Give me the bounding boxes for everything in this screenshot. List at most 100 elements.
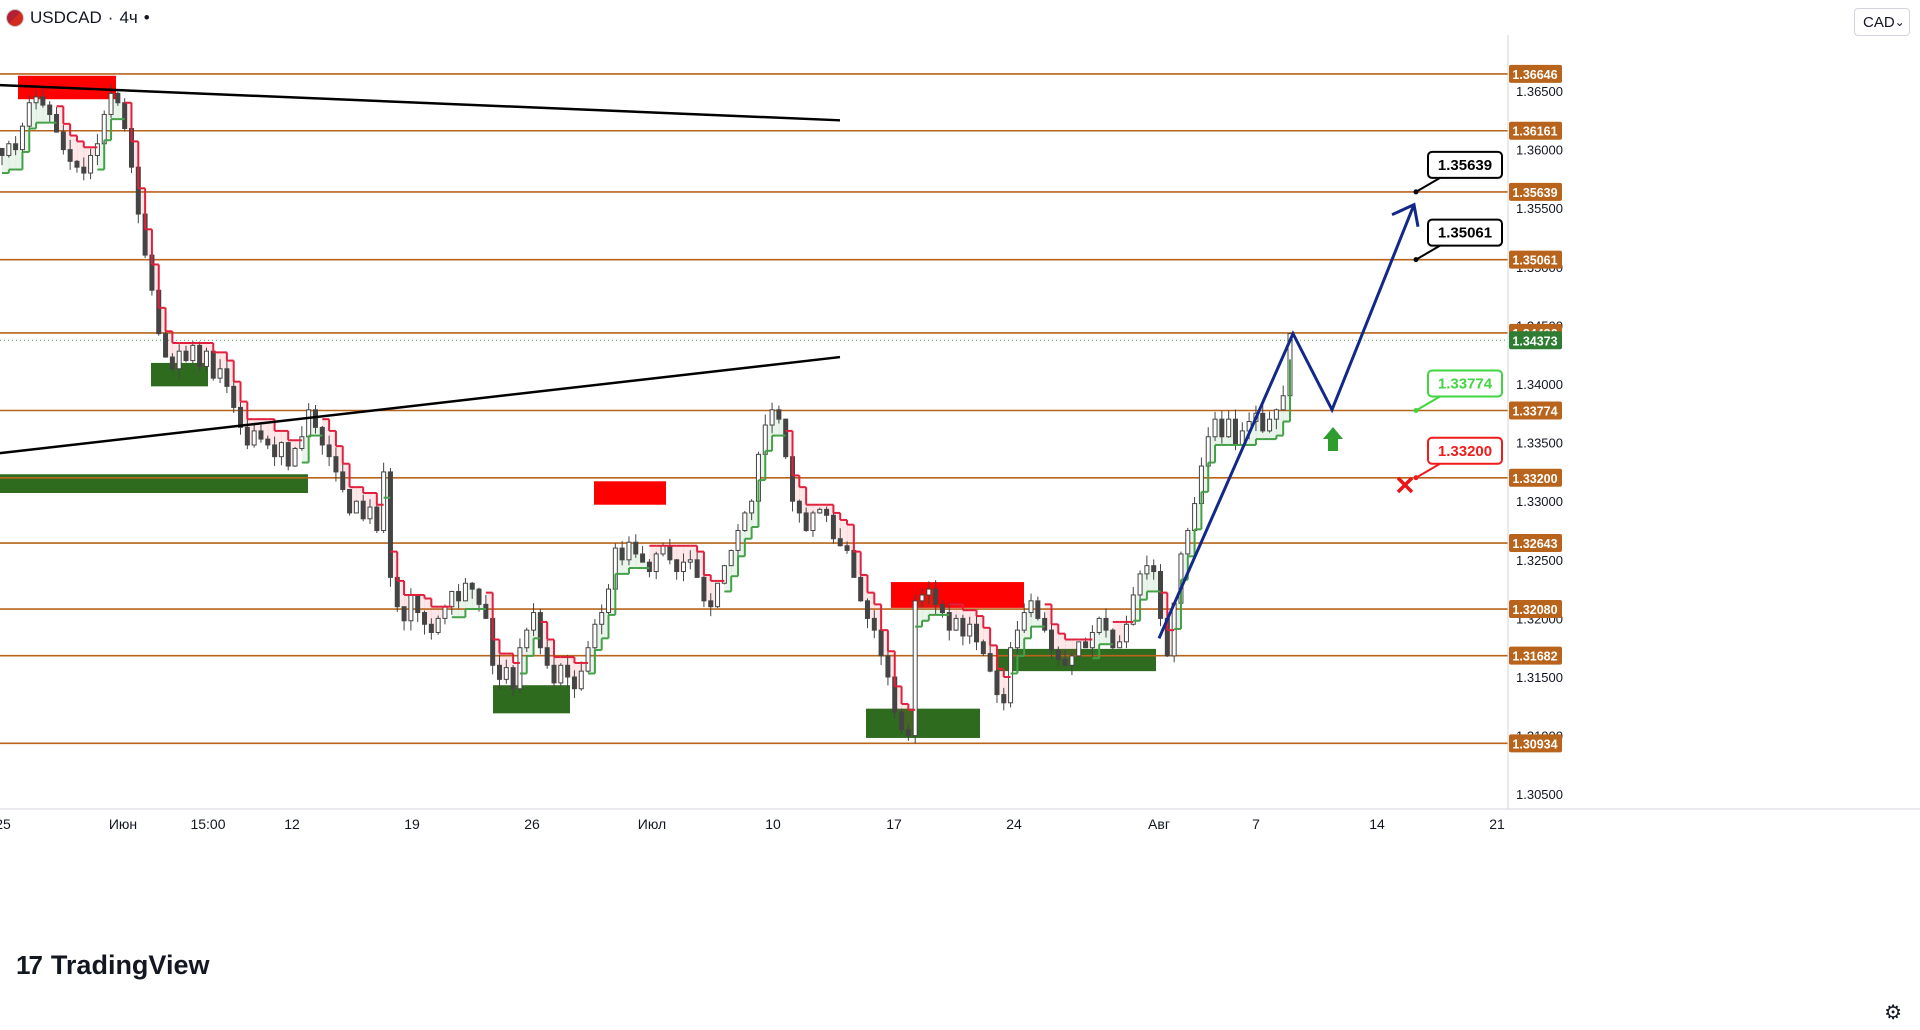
time-axis-tick: 21	[1489, 816, 1505, 832]
candle-body	[312, 409, 318, 428]
candle-body	[646, 561, 652, 573]
candle-body	[899, 711, 905, 731]
candle-body	[1083, 641, 1089, 649]
trend-band-fill	[669, 545, 678, 560]
candle-body	[435, 617, 441, 633]
trend-band-fill	[928, 589, 937, 615]
candle-body	[1069, 655, 1075, 666]
candle-body	[469, 582, 475, 590]
trend-band-fill	[499, 653, 507, 680]
candle-body	[1137, 573, 1143, 596]
trend-band-fill	[1092, 632, 1100, 659]
candle-body	[606, 588, 612, 614]
candle-body	[387, 471, 393, 578]
trend-band-fill	[151, 264, 160, 291]
projection-path[interactable]	[1157, 204, 1416, 639]
candle-body	[1226, 418, 1232, 438]
trend-band-fill	[390, 551, 398, 578]
trend-band-fill	[778, 419, 787, 436]
trend-band-fill	[812, 504, 821, 513]
candle-body	[278, 442, 284, 458]
level-price-label: 1.32643	[1512, 537, 1557, 551]
candle-body	[190, 344, 196, 362]
target-callout-box[interactable]	[1427, 436, 1503, 465]
projection-arrowhead	[1391, 202, 1420, 227]
candle-body	[299, 436, 305, 449]
level-price-label: 1.35639	[1512, 186, 1557, 200]
trend-band-fill	[683, 545, 691, 563]
price-axis-tick: 1.36000	[1516, 143, 1563, 158]
trend-band-fill	[8, 143, 17, 170]
target-callout-box[interactable]	[1427, 369, 1503, 398]
trend-band-fill	[288, 440, 296, 467]
candle-body	[524, 629, 530, 649]
candle-body	[292, 447, 298, 467]
candle-body	[401, 606, 407, 622]
candle-body	[1192, 503, 1198, 532]
candle-body	[1021, 612, 1027, 631]
candle-body	[592, 623, 598, 649]
trend-band-fill	[192, 342, 201, 346]
candle-body	[1185, 530, 1191, 555]
time-axis-tick: 26	[524, 816, 540, 832]
candle-body	[1048, 629, 1054, 651]
target-callout-box[interactable]	[1427, 150, 1503, 179]
trend-band-fill	[833, 512, 841, 539]
candle-body	[108, 92, 114, 115]
trendline[interactable]	[0, 83, 841, 122]
callout-pointer	[1415, 244, 1441, 261]
trend-band-fill	[342, 463, 351, 490]
target-callout-label: 1.35639	[1438, 157, 1492, 174]
trend-band-fill	[1106, 630, 1114, 645]
trend-band-fill	[990, 645, 998, 672]
level-price-label-bg	[1509, 646, 1562, 665]
trend-band-fill	[1146, 565, 1155, 592]
trend-band-fill	[731, 550, 739, 577]
candle-body	[333, 456, 339, 473]
candle-body	[40, 96, 46, 106]
trend-band-fill	[308, 409, 316, 436]
level-price-label: 1.30934	[1512, 737, 1557, 751]
callout-anchor-dot	[1413, 475, 1419, 481]
usd-cad-flag-icon	[6, 9, 24, 27]
gear-icon[interactable]: ⚙	[1884, 1002, 1902, 1024]
candle-body	[347, 488, 353, 514]
candle-body	[926, 588, 932, 596]
trend-band-fill	[1221, 436, 1230, 445]
currency-selector[interactable]: CAD ⌄	[1854, 8, 1910, 36]
trend-band-fill	[322, 419, 330, 445]
candle-body	[1280, 395, 1286, 411]
candle-body	[878, 629, 884, 657]
trend-band-fill	[158, 307, 167, 334]
candle-body	[565, 664, 571, 678]
candle-body	[1096, 617, 1102, 633]
trend-band-fill	[751, 501, 759, 527]
tradingview-logo[interactable]: 17 TradingView	[16, 950, 209, 981]
candle-body	[1212, 418, 1218, 438]
candle-body	[1232, 418, 1238, 446]
candle-body	[88, 154, 94, 174]
candle-body	[496, 664, 502, 680]
trend-band-fill	[717, 580, 725, 584]
projection-layer	[1157, 202, 1420, 639]
candle-body	[640, 553, 646, 563]
candle-body	[1062, 658, 1068, 666]
target-callout-box[interactable]	[1427, 218, 1503, 247]
trend-band-fill	[513, 662, 521, 689]
candle-body	[1273, 409, 1279, 420]
candle-body	[667, 545, 673, 561]
trend-band-fill	[1140, 573, 1148, 600]
trend-band-fill	[233, 381, 242, 408]
trend-band-fill	[479, 604, 487, 610]
candle-body	[422, 612, 428, 625]
trendline[interactable]	[0, 355, 841, 455]
callout-pointer	[1415, 395, 1441, 412]
symbol-header[interactable]: USDCAD · 4ч •	[6, 8, 150, 28]
trend-band-fill	[976, 616, 984, 642]
candle-body	[776, 409, 782, 420]
trend-band-fill	[608, 589, 616, 615]
level-price-label-bg	[1509, 468, 1562, 487]
candle-body	[987, 653, 993, 672]
candle-body	[462, 582, 468, 602]
